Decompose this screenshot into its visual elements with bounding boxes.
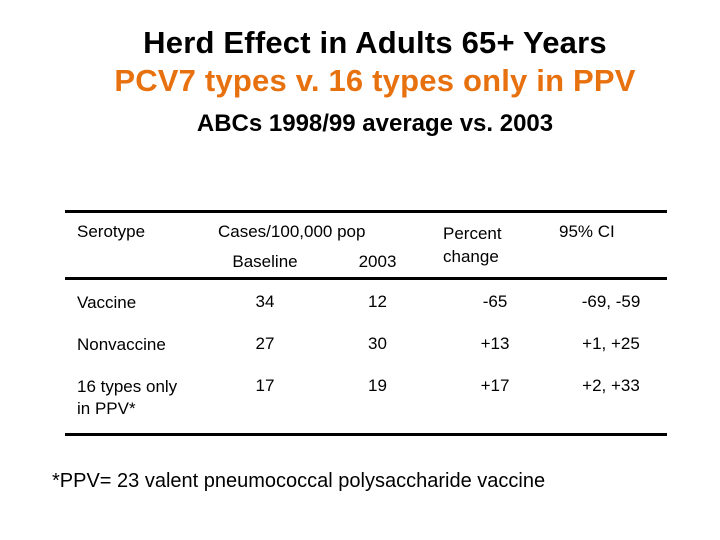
cell-serotype: 16 types only in PPV* (77, 377, 178, 418)
cell-percent-change: +13 (480, 334, 510, 353)
cell-baseline: 34 (255, 292, 275, 311)
header-serotype: Serotype (77, 222, 146, 241)
header-95-ci: 95% CI (559, 222, 615, 241)
slide-subtitle: ABCs 1998/99 average vs. 2003 (196, 110, 554, 137)
cell-2003: 19 (368, 376, 387, 395)
cell-percent-change: +17 (480, 376, 510, 395)
slide-title-line2: PCV7 types v. 16 types only in PPV (114, 63, 636, 98)
header-cases-group: Cases/100,000 pop (218, 222, 366, 241)
header-percent-change: Percent change (443, 224, 502, 266)
footnote: *PPV= 23 valent pneumococcal polysacchar… (52, 470, 546, 492)
table-body: Vaccine 34 12 -65 -69, -59 Nonvaccine 27… (65, 280, 667, 433)
slide-title-line1: Herd Effect in Adults 65+ Years (143, 25, 607, 60)
table-row: 16 types only in PPV* 17 19 +17 +2, +33 (65, 364, 667, 433)
table-header: Serotype Cases/100,000 pop Percent chang… (65, 213, 667, 280)
cell-95-ci: +1, +25 (582, 334, 640, 353)
cell-serotype: Nonvaccine (77, 335, 166, 354)
data-table: Serotype Cases/100,000 pop Percent chang… (65, 210, 667, 436)
header-2003: 2003 (358, 252, 397, 271)
header-baseline: Baseline (232, 252, 298, 271)
cell-baseline: 27 (255, 334, 275, 353)
cell-95-ci: +2, +33 (582, 376, 640, 395)
cell-baseline: 17 (255, 376, 275, 395)
cell-serotype: Vaccine (77, 293, 137, 312)
table-row: Nonvaccine 27 30 +13 +1, +25 (65, 322, 667, 364)
title-block: Herd Effect in Adults 65+ Years PCV7 typ… (30, 24, 720, 138)
cell-95-ci: -69, -59 (581, 292, 641, 311)
cell-2003: 12 (368, 292, 387, 311)
cell-percent-change: -65 (482, 292, 508, 311)
table-row: Vaccine 34 12 -65 -69, -59 (65, 280, 667, 322)
cell-2003: 30 (368, 334, 387, 353)
